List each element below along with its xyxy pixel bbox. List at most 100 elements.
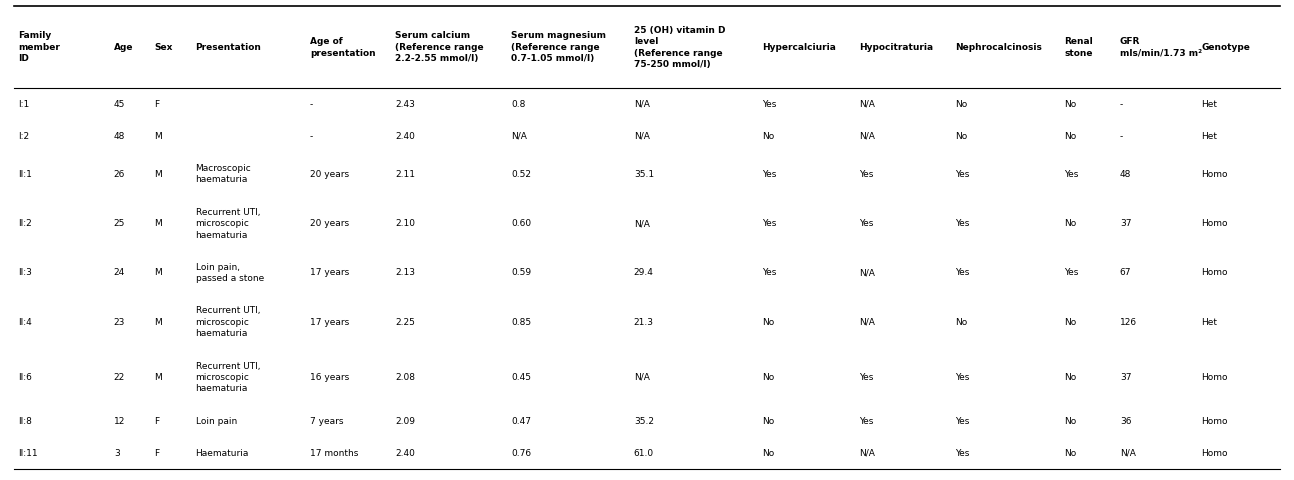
Text: I:1: I:1	[18, 100, 30, 109]
Text: Yes: Yes	[955, 170, 969, 179]
Text: Family
member
ID: Family member ID	[18, 31, 60, 63]
Text: 0.8: 0.8	[511, 100, 525, 109]
Text: II:2: II:2	[18, 219, 32, 228]
Text: Yes: Yes	[762, 219, 776, 228]
Text: 17 years: 17 years	[309, 318, 349, 327]
Text: 37: 37	[1119, 219, 1131, 228]
Text: Sex: Sex	[154, 43, 173, 52]
Text: Het: Het	[1201, 132, 1218, 141]
Text: 23: 23	[114, 318, 126, 327]
Text: 2.11: 2.11	[396, 170, 415, 179]
Text: 20 years: 20 years	[309, 170, 349, 179]
Text: 3: 3	[114, 448, 119, 457]
Text: Hypocitraturia: Hypocitraturia	[859, 43, 933, 52]
Text: Homo: Homo	[1201, 268, 1228, 277]
Text: Yes: Yes	[762, 170, 776, 179]
Text: Yes: Yes	[955, 219, 969, 228]
Text: Homo: Homo	[1201, 448, 1228, 457]
Text: No: No	[955, 318, 968, 327]
Text: Macroscopic
haematuria: Macroscopic haematuria	[195, 164, 251, 184]
Text: GFR
mls/min/1.73 m²: GFR mls/min/1.73 m²	[1119, 37, 1202, 58]
Text: II:1: II:1	[18, 170, 32, 179]
Text: 2.25: 2.25	[396, 318, 415, 327]
Text: M: M	[154, 170, 162, 179]
Text: 0.47: 0.47	[511, 417, 532, 426]
Text: -: -	[1119, 100, 1123, 109]
Text: 17 years: 17 years	[309, 268, 349, 277]
Text: Homo: Homo	[1201, 170, 1228, 179]
Text: 36: 36	[1119, 417, 1131, 426]
Text: Yes: Yes	[955, 448, 969, 457]
Text: Recurrent UTI,
microscopic
haematuria: Recurrent UTI, microscopic haematuria	[195, 306, 260, 338]
Text: 45: 45	[114, 100, 126, 109]
Text: 48: 48	[114, 132, 126, 141]
Text: 126: 126	[1119, 318, 1137, 327]
Text: Nephrocalcinosis: Nephrocalcinosis	[955, 43, 1042, 52]
Text: 2.09: 2.09	[396, 417, 415, 426]
Text: 26: 26	[114, 170, 126, 179]
Text: 17 months: 17 months	[309, 448, 358, 457]
Text: No: No	[762, 417, 774, 426]
Text: Homo: Homo	[1201, 219, 1228, 228]
Text: 35.2: 35.2	[634, 417, 653, 426]
Text: II:11: II:11	[18, 448, 38, 457]
Text: 61.0: 61.0	[634, 448, 653, 457]
Text: Serum calcium
(Reference range
2.2-2.55 mmol/l): Serum calcium (Reference range 2.2-2.55 …	[396, 31, 484, 63]
Text: 12: 12	[114, 417, 126, 426]
Text: N/A: N/A	[1119, 448, 1136, 457]
Text: No: No	[1065, 100, 1077, 109]
Text: N/A: N/A	[859, 132, 875, 141]
Text: 67: 67	[1119, 268, 1131, 277]
Text: Genotype: Genotype	[1201, 43, 1250, 52]
Text: Yes: Yes	[955, 417, 969, 426]
Text: N/A: N/A	[634, 373, 650, 382]
Text: I:2: I:2	[18, 132, 30, 141]
Text: Age of
presentation: Age of presentation	[309, 37, 375, 58]
Text: II:4: II:4	[18, 318, 32, 327]
Text: Yes: Yes	[762, 100, 776, 109]
Text: II:8: II:8	[18, 417, 32, 426]
Text: 0.76: 0.76	[511, 448, 532, 457]
Text: N/A: N/A	[859, 448, 875, 457]
Text: No: No	[1065, 132, 1077, 141]
Text: Yes: Yes	[1065, 170, 1079, 179]
Text: Yes: Yes	[859, 373, 873, 382]
Text: Age: Age	[114, 43, 133, 52]
Text: 0.45: 0.45	[511, 373, 532, 382]
Text: M: M	[154, 318, 162, 327]
Text: Loin pain,
passed a stone: Loin pain, passed a stone	[195, 263, 264, 283]
Text: 35.1: 35.1	[634, 170, 653, 179]
Text: Yes: Yes	[955, 373, 969, 382]
Text: 2.13: 2.13	[396, 268, 415, 277]
Text: F: F	[154, 448, 159, 457]
Text: No: No	[1065, 417, 1077, 426]
Text: 2.10: 2.10	[396, 219, 415, 228]
Text: 7 years: 7 years	[309, 417, 343, 426]
Text: Haematuria: Haematuria	[195, 448, 248, 457]
Text: F: F	[154, 417, 159, 426]
Text: Renal
stone: Renal stone	[1065, 37, 1093, 58]
Text: No: No	[1065, 318, 1077, 327]
Text: N/A: N/A	[859, 100, 875, 109]
Text: F: F	[154, 100, 159, 109]
Text: 25: 25	[114, 219, 126, 228]
Text: 0.52: 0.52	[511, 170, 532, 179]
Text: 29.4: 29.4	[634, 268, 653, 277]
Text: M: M	[154, 373, 162, 382]
Text: Recurrent UTI,
microscopic
haematuria: Recurrent UTI, microscopic haematuria	[195, 361, 260, 394]
Text: 16 years: 16 years	[309, 373, 349, 382]
Text: No: No	[1065, 448, 1077, 457]
Text: 2.40: 2.40	[396, 448, 415, 457]
Text: Homo: Homo	[1201, 417, 1228, 426]
Text: M: M	[154, 268, 162, 277]
Text: 0.85: 0.85	[511, 318, 532, 327]
Text: Yes: Yes	[859, 170, 873, 179]
Text: No: No	[762, 318, 774, 327]
Text: 22: 22	[114, 373, 126, 382]
Text: N/A: N/A	[634, 132, 650, 141]
Text: -: -	[1119, 132, 1123, 141]
Text: M: M	[154, 219, 162, 228]
Text: Loin pain: Loin pain	[195, 417, 237, 426]
Text: N/A: N/A	[634, 219, 650, 228]
Text: Presentation: Presentation	[195, 43, 261, 52]
